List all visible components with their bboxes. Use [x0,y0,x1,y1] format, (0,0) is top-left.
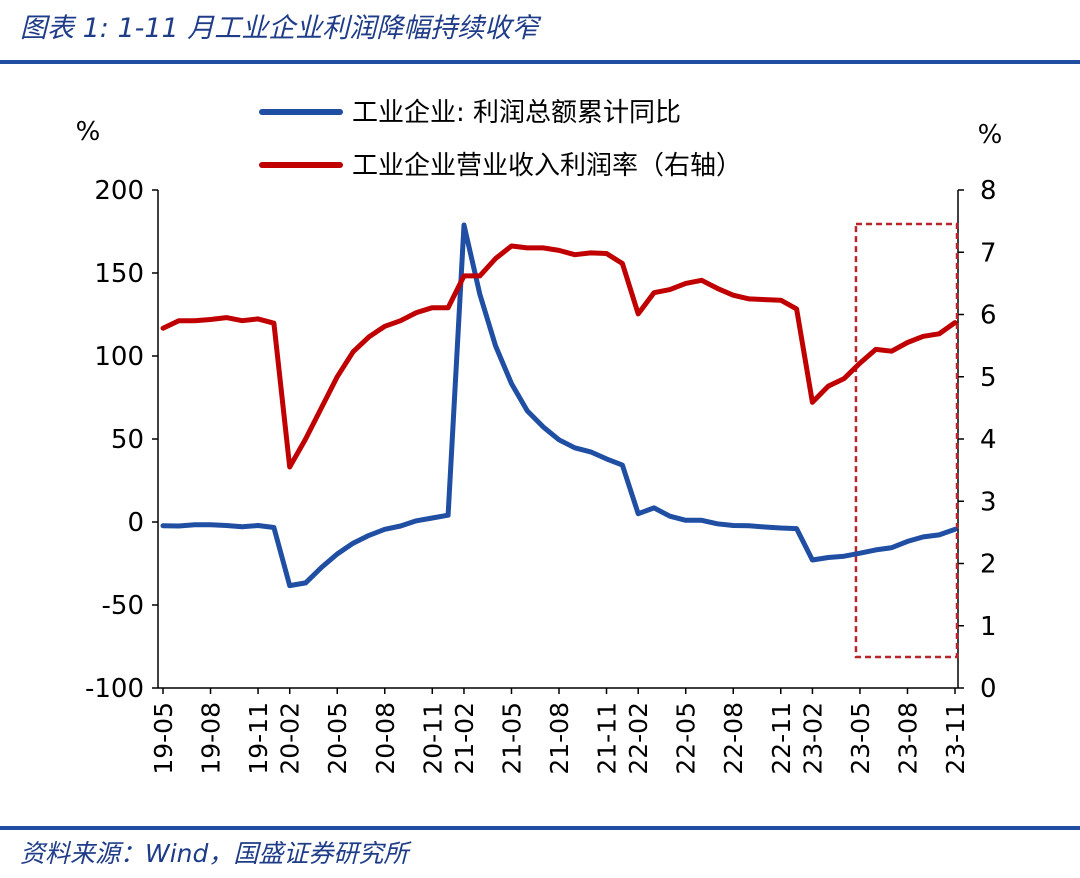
x-tick-label: 21-08 [545,702,574,775]
x-tick-label: 19-05 [149,702,178,775]
right-tick-label: 4 [980,425,997,455]
left-axis-unit: % [76,117,101,147]
right-tick-label: 7 [980,238,997,268]
x-tick-label: 23-02 [798,702,827,775]
highlight-box [854,222,959,659]
x-tick-label: 21-02 [450,702,479,775]
x-tick-label: 23-08 [893,702,922,775]
x-tick-label: 20-11 [418,702,447,775]
left-tick-label: 0 [127,508,144,538]
x-tick-label: 22-02 [624,702,653,775]
right-tick-label: 8 [980,176,997,206]
right-axis-unit: % [978,120,1003,150]
left-tick-label: 150 [94,259,144,289]
left-tick-label: 100 [94,342,144,372]
x-tick-label: 21-11 [593,702,622,775]
x-tick-label: 20-02 [276,702,305,775]
left-tick-label: -50 [102,591,144,621]
left-tick-label: 200 [94,176,144,206]
right-tick-label: 3 [980,487,997,517]
x-tick-label: 19-08 [197,702,226,775]
left-tick-label: -100 [85,674,144,704]
chart-title: 图表 1: 1-11 月工业企业利润降幅持续收窄 [20,13,539,44]
x-tick-label: 20-05 [323,702,352,775]
legend-label-profit-margin: 工业企业营业收入利润率（右轴） [352,151,742,181]
x-tick-label: 23-05 [846,702,875,775]
x-tick-label: 21-05 [497,702,526,775]
footer-rule [0,826,1080,830]
x-tick-label: 22-11 [767,702,796,775]
right-tick-label: 1 [980,612,997,642]
profit-growth-line [160,222,958,589]
x-tick-label: 23-11 [941,702,970,775]
right-tick-label: 6 [980,301,997,331]
right-tick-label: 2 [980,550,997,580]
source-note: 资料来源：Wind，国盛证券研究所 [20,839,409,868]
x-tick-label: 22-05 [672,702,701,775]
right-tick-label: 5 [980,363,997,393]
x-tick-label: 22-08 [719,702,748,775]
x-tick-label: 20-08 [371,702,400,775]
right-tick-label: 0 [980,674,997,704]
x-tick-label: 19-11 [244,702,273,775]
legend-label-profit-growth: 工业企业: 利润总额累计同比 [352,98,681,128]
left-tick-label: 50 [111,425,144,455]
header-rule [0,60,1080,64]
profit-margin-line [160,243,958,470]
chart-canvas: 200 150 100 50 0 -50 -100 8 7 6 5 4 3 2 1 0% % 19-05 19-08… [76,98,1003,775]
